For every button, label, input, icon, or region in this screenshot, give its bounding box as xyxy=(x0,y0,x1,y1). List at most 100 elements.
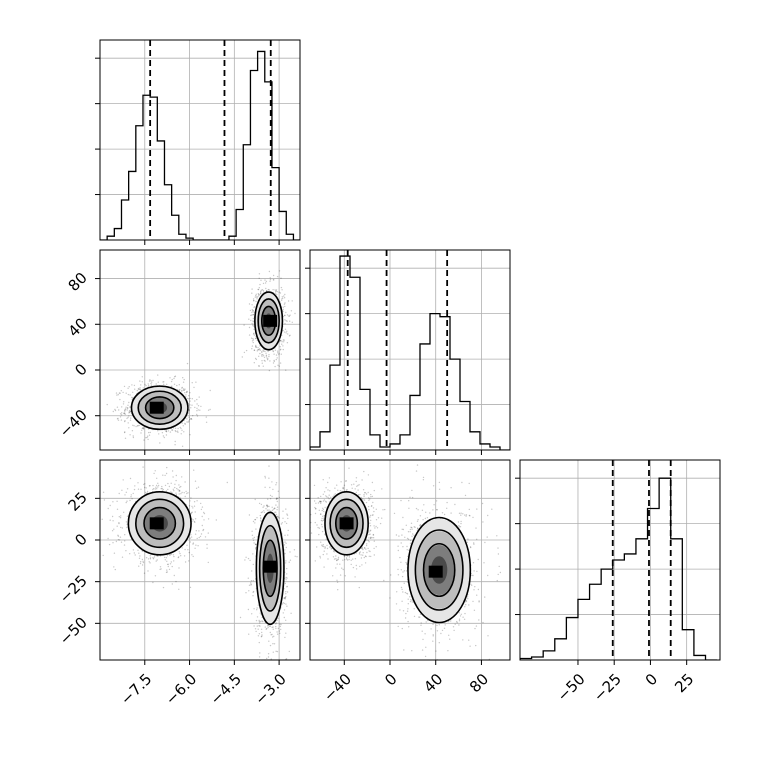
sample-point xyxy=(165,430,167,432)
sample-point xyxy=(156,488,158,490)
sample-point xyxy=(261,289,264,291)
sample-point xyxy=(136,425,139,427)
sample-point xyxy=(266,506,269,508)
y-tick-label: 80 xyxy=(65,269,91,295)
sample-point xyxy=(128,411,130,413)
sample-point xyxy=(253,332,255,334)
sample-point xyxy=(136,389,138,392)
sample-point xyxy=(367,497,370,499)
sample-point xyxy=(268,505,270,508)
sample-point xyxy=(251,314,253,316)
sample-point xyxy=(129,410,132,413)
sample-point xyxy=(137,387,140,390)
sample-point xyxy=(262,289,265,292)
sample-point xyxy=(251,613,253,615)
sample-point xyxy=(264,279,266,281)
sample-point xyxy=(125,550,127,552)
sample-point xyxy=(268,640,270,642)
sample-point xyxy=(255,548,257,550)
sample-point xyxy=(143,439,145,441)
sample-point xyxy=(356,485,358,487)
sample-point xyxy=(172,488,174,490)
sample-point xyxy=(294,555,296,557)
sample-point xyxy=(124,437,127,439)
sample-point xyxy=(174,444,176,446)
sample-point xyxy=(194,521,196,523)
sample-point xyxy=(123,401,125,403)
sample-point xyxy=(264,626,266,628)
sample-point xyxy=(147,435,149,437)
sample-point xyxy=(180,555,182,557)
sample-point xyxy=(207,532,209,534)
sample-point xyxy=(266,359,269,361)
sample-point xyxy=(269,360,271,362)
sample-point xyxy=(254,498,256,501)
sample-point xyxy=(118,409,120,411)
sample-point xyxy=(279,339,282,341)
sample-point xyxy=(178,551,180,553)
sample-point xyxy=(263,511,266,514)
sample-point xyxy=(131,430,134,432)
sample-point xyxy=(282,612,284,614)
sample-point xyxy=(118,522,120,525)
x-tick-label: −7.5 xyxy=(117,670,155,708)
sample-point xyxy=(268,625,271,627)
sample-point xyxy=(251,311,253,314)
sample-point xyxy=(275,498,278,500)
sample-point xyxy=(269,278,272,281)
sample-point xyxy=(182,425,184,427)
sample-point xyxy=(265,280,268,283)
sample-point xyxy=(184,481,186,483)
sample-point xyxy=(120,526,122,529)
sample-point xyxy=(257,288,260,291)
sample-point xyxy=(165,571,168,574)
sample-point xyxy=(125,392,127,394)
panel-frame xyxy=(309,249,511,451)
sample-point xyxy=(319,513,322,515)
sample-point xyxy=(198,530,200,532)
sample-point xyxy=(276,631,278,633)
sample-point xyxy=(257,628,259,630)
sample-point xyxy=(276,497,279,500)
sample-point xyxy=(260,503,263,506)
sample-point xyxy=(261,634,263,636)
sample-point xyxy=(288,335,291,337)
sample-point xyxy=(261,620,263,622)
sample-point xyxy=(252,553,254,555)
sample-point xyxy=(279,340,281,343)
sample-point xyxy=(112,410,115,413)
sample-point xyxy=(163,436,165,439)
sample-point xyxy=(118,392,121,394)
sample-point xyxy=(270,634,272,636)
sample-point xyxy=(275,482,278,484)
sample-point xyxy=(129,419,132,421)
sample-point xyxy=(267,653,270,655)
sample-point xyxy=(281,289,283,291)
sample-point xyxy=(269,486,271,489)
sample-point xyxy=(167,563,169,565)
sample-point xyxy=(261,350,263,353)
sample-point xyxy=(258,355,260,357)
sample-point xyxy=(147,570,149,572)
sample-point xyxy=(279,632,281,634)
sample-point xyxy=(272,279,275,281)
sample-point xyxy=(248,590,250,592)
sample-point xyxy=(190,536,193,538)
sample-point xyxy=(184,495,186,498)
sample-point xyxy=(281,343,283,345)
sample-point xyxy=(132,492,134,495)
sample-point xyxy=(260,289,263,291)
sample-point xyxy=(116,525,118,527)
sample-point xyxy=(252,539,255,541)
sample-point xyxy=(252,320,254,322)
sample-point xyxy=(256,298,258,300)
sample-point xyxy=(267,358,269,360)
sample-point xyxy=(259,283,261,286)
sample-point xyxy=(191,382,193,384)
sample-point xyxy=(244,559,246,561)
sample-point xyxy=(254,628,257,630)
sample-point xyxy=(183,555,186,557)
histogram-step xyxy=(310,255,510,450)
sample-point xyxy=(268,509,270,511)
sample-point xyxy=(124,534,126,536)
